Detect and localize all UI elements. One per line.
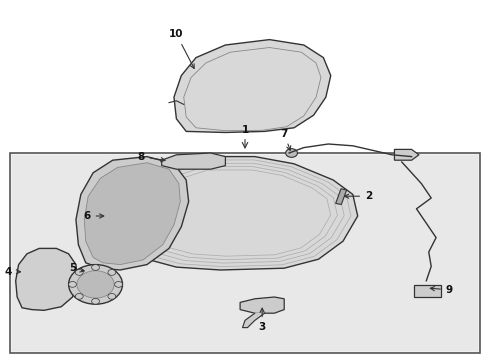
Circle shape [108, 293, 116, 299]
Bar [12, 155, 478, 351]
Circle shape [69, 282, 76, 287]
Polygon shape [132, 157, 358, 270]
Text: 8: 8 [137, 152, 165, 162]
Polygon shape [16, 248, 77, 310]
Text: 4: 4 [5, 267, 21, 277]
Text: 7: 7 [280, 129, 291, 150]
Polygon shape [84, 163, 180, 265]
Polygon shape [243, 313, 265, 328]
Circle shape [286, 149, 297, 157]
Text: 9: 9 [430, 285, 453, 295]
Polygon shape [240, 297, 284, 313]
Bar [336, 189, 346, 204]
Text: 1: 1 [242, 125, 248, 135]
Bar [10, 153, 480, 353]
Text: 3: 3 [259, 308, 266, 332]
Circle shape [69, 265, 122, 304]
Polygon shape [174, 40, 331, 132]
Circle shape [77, 271, 114, 298]
Polygon shape [162, 153, 225, 169]
Polygon shape [76, 157, 189, 270]
Polygon shape [394, 149, 419, 160]
Text: 5: 5 [69, 263, 84, 273]
Circle shape [92, 298, 99, 304]
Bar [414, 285, 441, 297]
Text: 6: 6 [83, 211, 104, 221]
Circle shape [115, 282, 122, 287]
Circle shape [92, 265, 99, 270]
Circle shape [75, 293, 83, 299]
Text: 10: 10 [169, 29, 194, 68]
Text: 2: 2 [344, 191, 372, 201]
Circle shape [108, 270, 116, 275]
Circle shape [75, 270, 83, 275]
